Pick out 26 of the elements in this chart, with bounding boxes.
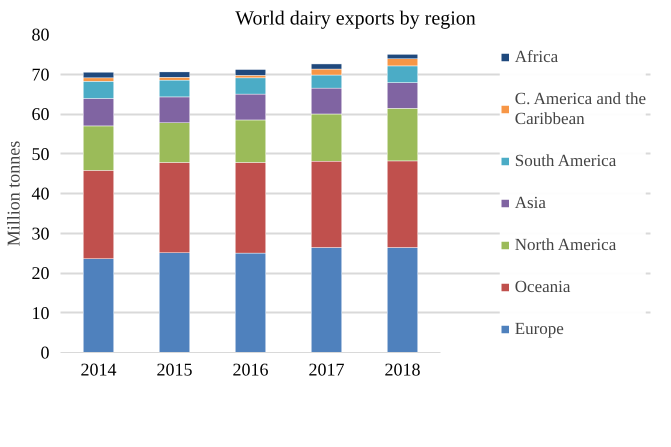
y-tick-label: 10 — [32, 302, 50, 323]
legend-label: Oceania — [514, 277, 570, 297]
legend-label: North America — [514, 235, 616, 255]
y-tick-label: 40 — [32, 184, 50, 204]
x-tick-label: 2018 — [384, 360, 420, 380]
bar — [235, 69, 266, 76]
y-axis-title: Million tonnes — [4, 140, 24, 246]
legend-label: Europe — [514, 319, 564, 339]
y-tick-label: 70 — [32, 64, 50, 84]
y-tick-label: 60 — [32, 104, 50, 124]
bar — [83, 72, 114, 78]
y-tick-label: 80 — [32, 24, 50, 44]
y-tick-label: 50 — [32, 144, 50, 164]
bar — [159, 72, 190, 78]
chart-title: World dairy exports by region — [235, 8, 476, 30]
legend-label: South America — [514, 151, 616, 171]
y-tick-label: 30 — [32, 223, 50, 244]
legend-label: C. America and the Caribbean — [514, 89, 646, 129]
x-tick-label: 2015 — [156, 360, 192, 380]
x-tick-label: 2016 — [232, 360, 268, 380]
y-tick-label: 20 — [32, 263, 50, 283]
y-tick-label: 0 — [40, 342, 50, 362]
legend-label: Asia — [514, 193, 546, 213]
x-tick-label: 2014 — [80, 360, 116, 380]
x-tick-label: 2017 — [308, 360, 344, 380]
legend-label: Africa — [514, 47, 558, 67]
